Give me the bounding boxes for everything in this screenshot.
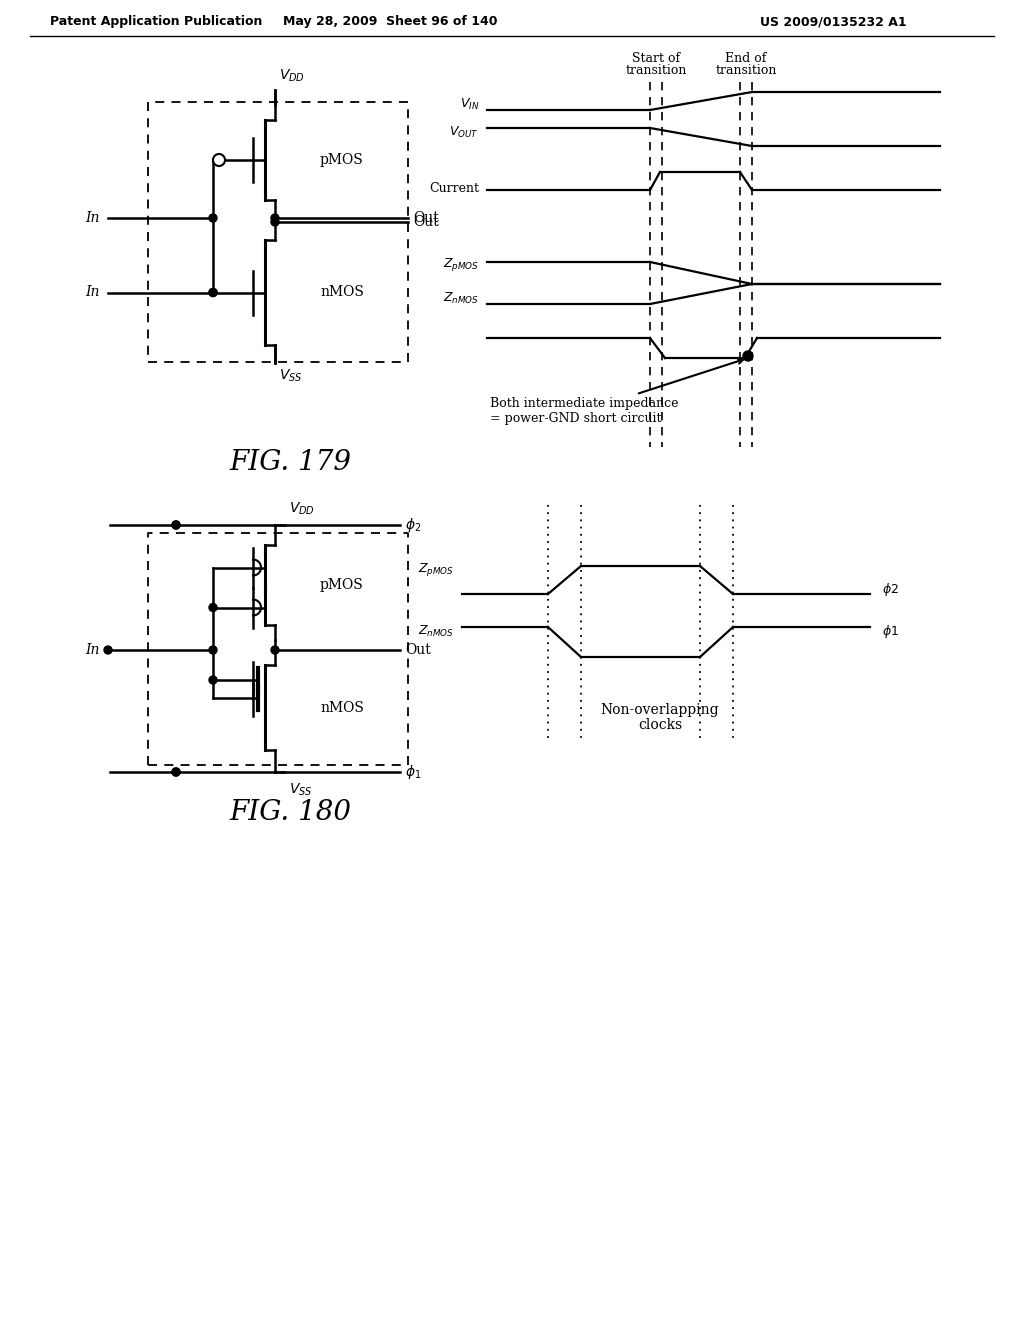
Text: Out: Out bbox=[413, 215, 438, 228]
Text: $Z_{nMOS}$: $Z_{nMOS}$ bbox=[443, 290, 479, 305]
Circle shape bbox=[172, 521, 180, 529]
Text: $V_{DD}$: $V_{DD}$ bbox=[289, 500, 315, 517]
Text: $Z_{nMOS}$: $Z_{nMOS}$ bbox=[418, 623, 454, 639]
Circle shape bbox=[209, 214, 217, 222]
Text: $V_{IN}$: $V_{IN}$ bbox=[460, 96, 479, 112]
Text: FIG. 179: FIG. 179 bbox=[229, 449, 351, 475]
Text: pMOS: pMOS bbox=[319, 153, 364, 168]
Text: $V_{SS}$: $V_{SS}$ bbox=[289, 781, 312, 799]
Text: $\phi_2$: $\phi_2$ bbox=[406, 516, 421, 535]
Circle shape bbox=[172, 768, 180, 776]
Text: Out: Out bbox=[413, 211, 438, 224]
Text: $\phi_1$: $\phi_1$ bbox=[406, 763, 422, 781]
Text: May 28, 2009  Sheet 96 of 140: May 28, 2009 Sheet 96 of 140 bbox=[283, 16, 498, 29]
Text: US 2009/0135232 A1: US 2009/0135232 A1 bbox=[760, 16, 906, 29]
Circle shape bbox=[172, 768, 180, 776]
Text: Out: Out bbox=[406, 643, 431, 657]
Circle shape bbox=[271, 214, 279, 222]
Circle shape bbox=[172, 521, 180, 529]
Circle shape bbox=[271, 645, 279, 653]
Text: End of: End of bbox=[725, 51, 767, 65]
Circle shape bbox=[209, 603, 217, 611]
Text: In: In bbox=[86, 643, 100, 657]
Circle shape bbox=[104, 645, 112, 653]
Text: In: In bbox=[86, 285, 100, 300]
Text: pMOS: pMOS bbox=[319, 578, 364, 591]
Circle shape bbox=[209, 289, 217, 297]
Text: Start of: Start of bbox=[632, 51, 680, 65]
Text: $V_{SS}$: $V_{SS}$ bbox=[279, 368, 302, 384]
Circle shape bbox=[209, 289, 217, 297]
Text: nMOS: nMOS bbox=[319, 701, 364, 714]
Text: $V_{DD}$: $V_{DD}$ bbox=[279, 67, 305, 84]
Text: $Z_{pMOS}$: $Z_{pMOS}$ bbox=[443, 256, 479, 272]
Text: Patent Application Publication: Patent Application Publication bbox=[50, 16, 262, 29]
Circle shape bbox=[209, 645, 217, 653]
Text: Both intermediate impedance
= power-GND short circuit: Both intermediate impedance = power-GND … bbox=[490, 359, 743, 425]
Text: $\phi 1$: $\phi 1$ bbox=[882, 623, 899, 639]
Text: Current: Current bbox=[429, 181, 479, 194]
Text: transition: transition bbox=[626, 65, 687, 78]
Text: FIG. 180: FIG. 180 bbox=[229, 799, 351, 825]
Text: transition: transition bbox=[716, 65, 776, 78]
Text: $V_{OUT}$: $V_{OUT}$ bbox=[450, 124, 479, 140]
Circle shape bbox=[743, 351, 753, 360]
Text: Non-overlapping: Non-overlapping bbox=[601, 704, 719, 717]
Text: clocks: clocks bbox=[638, 718, 682, 733]
Circle shape bbox=[209, 676, 217, 684]
Circle shape bbox=[213, 154, 225, 166]
Text: $\phi 2$: $\phi 2$ bbox=[882, 582, 899, 598]
Circle shape bbox=[271, 218, 279, 226]
Text: nMOS: nMOS bbox=[319, 285, 364, 300]
Text: $Z_{pMOS}$: $Z_{pMOS}$ bbox=[418, 561, 454, 578]
Text: In: In bbox=[86, 211, 100, 224]
